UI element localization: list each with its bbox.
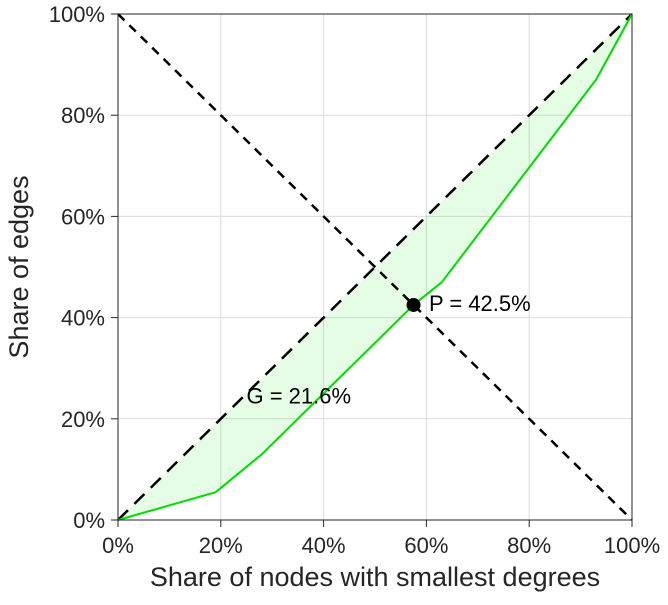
y-tick-label: 0% xyxy=(73,508,105,533)
x-tick-label: 80% xyxy=(507,533,551,558)
diagonal-equality-line xyxy=(117,13,633,521)
y-tick-label: 80% xyxy=(61,103,105,128)
x-tick-label: 100% xyxy=(604,533,660,558)
x-tick-label: 0% xyxy=(102,533,134,558)
y-tick-label: 60% xyxy=(61,204,105,229)
plot-box xyxy=(117,13,633,521)
annotation-layer: G = 21.6% P = 42.5% xyxy=(247,291,531,409)
series-layer xyxy=(117,13,633,521)
x-axis-title: Share of nodes with smallest degrees xyxy=(150,562,600,592)
y-tick-label: 20% xyxy=(61,407,105,432)
marker-point-P xyxy=(406,297,421,312)
x-tick-label: 20% xyxy=(199,533,243,558)
axes-layer: 0% 20% 40% 60% 80% 100% 0% 20% 40% 60% 80% 100% xyxy=(49,2,660,558)
y-tick-label: 40% xyxy=(61,306,105,331)
annotation-P: P = 42.5% xyxy=(429,291,531,316)
grid-layer xyxy=(118,14,632,520)
x-tick-label: 40% xyxy=(302,533,346,558)
annotation-G: G = 21.6% xyxy=(247,384,352,409)
y-axis-title: Share of edges xyxy=(4,175,34,358)
x-tick-label: 60% xyxy=(404,533,448,558)
y-tick-label: 100% xyxy=(49,2,105,27)
anti-diagonal-line xyxy=(117,13,633,521)
